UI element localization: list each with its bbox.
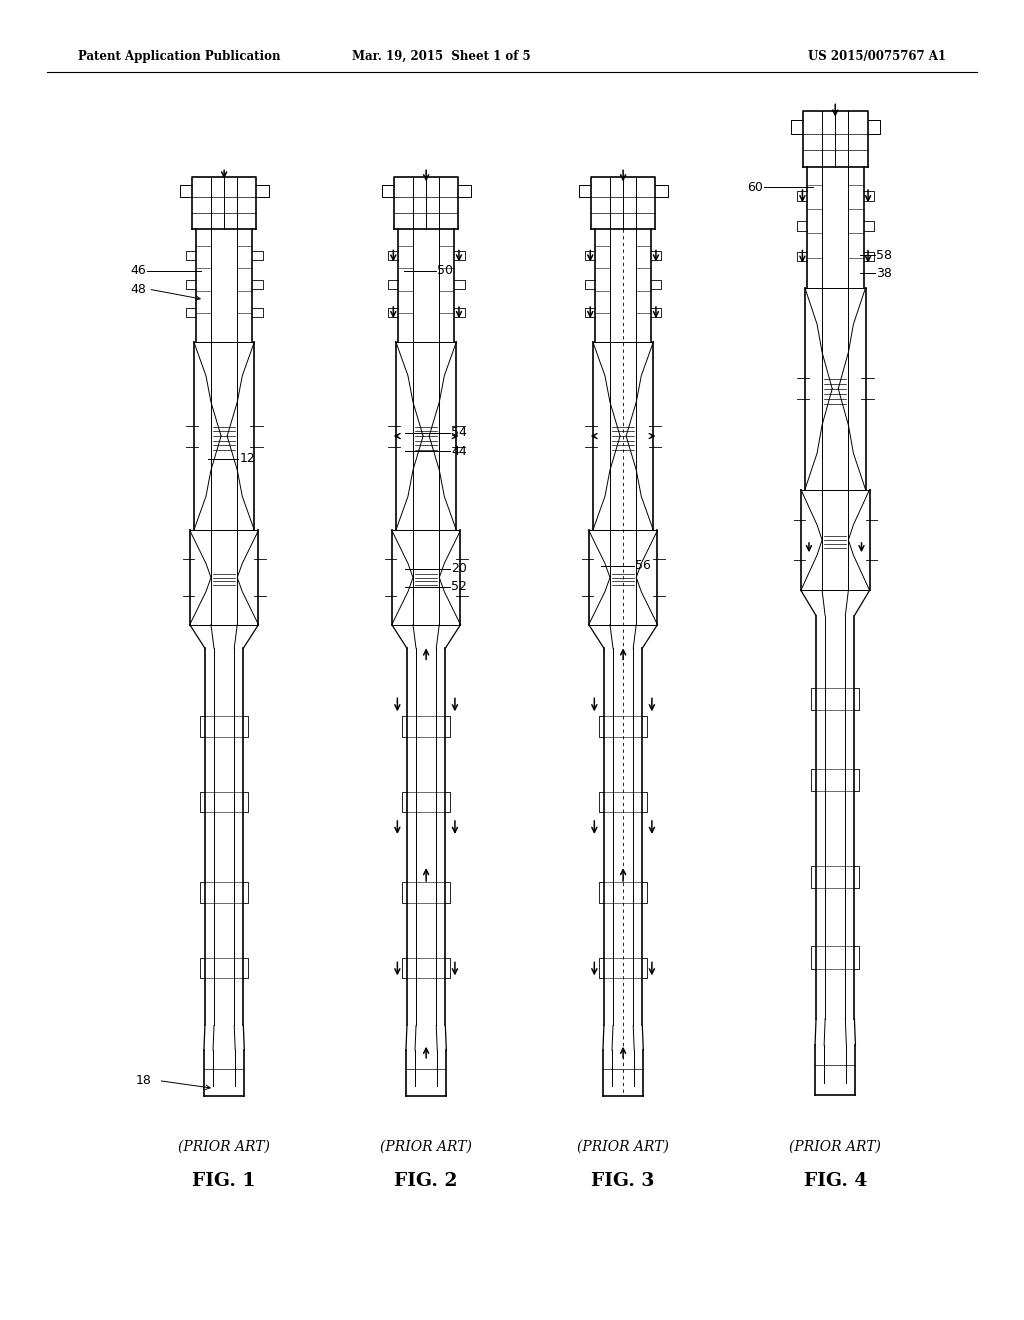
Text: (PRIOR ART): (PRIOR ART) (578, 1139, 669, 1154)
Text: 60: 60 (746, 181, 763, 194)
Text: 50: 50 (437, 264, 454, 277)
Text: Patent Application Publication: Patent Application Publication (78, 50, 281, 63)
Text: 52: 52 (452, 581, 467, 594)
Text: FIG. 2: FIG. 2 (394, 1172, 458, 1191)
Text: FIG. 4: FIG. 4 (804, 1172, 867, 1191)
Text: FIG. 1: FIG. 1 (193, 1172, 256, 1191)
Text: 48: 48 (130, 282, 146, 296)
Text: 46: 46 (131, 264, 146, 277)
Text: 38: 38 (876, 267, 892, 280)
Text: Mar. 19, 2015  Sheet 1 of 5: Mar. 19, 2015 Sheet 1 of 5 (352, 50, 530, 63)
Text: 44: 44 (452, 445, 467, 458)
Text: 20: 20 (452, 562, 467, 576)
Text: 12: 12 (240, 453, 255, 466)
Text: 56: 56 (635, 560, 651, 573)
Text: (PRIOR ART): (PRIOR ART) (790, 1139, 882, 1154)
Text: (PRIOR ART): (PRIOR ART) (178, 1139, 270, 1154)
Text: FIG. 3: FIG. 3 (592, 1172, 655, 1191)
Text: (PRIOR ART): (PRIOR ART) (380, 1139, 472, 1154)
Text: US 2015/0075767 A1: US 2015/0075767 A1 (808, 50, 946, 63)
Text: 54: 54 (452, 426, 467, 440)
Text: 18: 18 (135, 1074, 152, 1088)
Text: 58: 58 (876, 248, 892, 261)
